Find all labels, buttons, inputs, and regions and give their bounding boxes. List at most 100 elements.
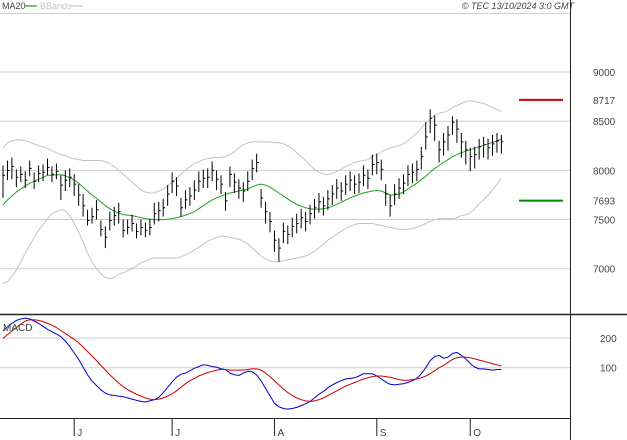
- price-bar: [269, 211, 272, 233]
- price-bar: [202, 169, 206, 189]
- price-bar: [29, 160, 32, 177]
- price-bar: [394, 184, 397, 205]
- price-bar: [78, 184, 81, 206]
- price-bar: [291, 217, 295, 238]
- macd-line: [2, 317, 502, 410]
- price-bar: [389, 194, 393, 217]
- price-tick-label: 8500: [593, 117, 616, 128]
- price-bar: [438, 140, 442, 163]
- price-bar: [225, 192, 228, 211]
- price-bar: [483, 136, 486, 158]
- signal-line: [2, 319, 502, 402]
- ma20-line: [2, 138, 502, 221]
- price-bar: [127, 219, 130, 235]
- price-bar: [358, 173, 361, 193]
- price-bar: [496, 133, 499, 153]
- bbands-label: BBands: [40, 1, 72, 11]
- price-tick-label: 7500: [593, 216, 616, 227]
- price-bar: [198, 171, 201, 193]
- price-bar: [278, 238, 281, 262]
- x-tick-label: A: [277, 428, 284, 439]
- price-bar: [327, 190, 330, 210]
- price-bar: [180, 197, 183, 217]
- price-bar: [354, 175, 357, 194]
- price-bar: [460, 133, 464, 158]
- price-bar: [189, 187, 192, 206]
- price-bar: [345, 175, 348, 195]
- price-bar: [33, 172, 37, 190]
- x-tick-label: S: [380, 428, 387, 439]
- bbands-upper-line: [2, 100, 502, 194]
- price-bar: [362, 165, 366, 187]
- price-bar: [443, 133, 446, 156]
- price-bar: [398, 178, 402, 199]
- price-bar: [256, 153, 259, 173]
- price-bar: [207, 168, 210, 189]
- price-bar: [478, 138, 482, 160]
- price-bar: [100, 220, 103, 237]
- price-bar: [487, 138, 491, 160]
- price-bar: [2, 165, 5, 198]
- price-bar: [11, 157, 14, 180]
- price-bar: [118, 202, 121, 224]
- price-tick-label: 8000: [593, 166, 616, 177]
- price-bar: [322, 196, 326, 216]
- price-bar: [158, 201, 161, 222]
- price-bar: [469, 147, 473, 172]
- top-bar: MA20 BBands © TEC 13/10/2024 3:0 GMT: [2, 1, 575, 11]
- y-axis-ticks: 7000 7500 8000 8500 9000 100 200: [593, 68, 617, 375]
- price-levels: 8717 7693: [519, 96, 616, 208]
- macd-tick-label: 100: [600, 364, 617, 375]
- price-bar: [318, 193, 321, 213]
- price-bar: [24, 171, 28, 189]
- x-tick-label: J: [175, 428, 180, 439]
- price-bar: [153, 202, 157, 225]
- price-bar: [109, 211, 112, 231]
- price-bar: [260, 189, 264, 208]
- price-bar: [60, 175, 63, 200]
- ma20-series: [2, 138, 502, 221]
- price-grid: [0, 71, 570, 270]
- price-bar: [380, 159, 384, 181]
- x-tick-label: J: [77, 428, 82, 439]
- price-bar: [220, 175, 224, 194]
- price-tick-label: 7000: [593, 265, 616, 276]
- bbands-lower-line: [2, 177, 502, 284]
- price-bar: [429, 109, 433, 133]
- price-bar: [211, 161, 215, 182]
- price-bar: [305, 211, 308, 232]
- x-tick-label: O: [473, 428, 481, 439]
- price-bar: [162, 198, 166, 217]
- price-bar: [229, 166, 232, 188]
- level-label: 7693: [593, 197, 616, 208]
- price-bar: [349, 171, 353, 192]
- price-bar: [6, 160, 10, 181]
- price-bar: [176, 177, 179, 196]
- price-bar: [340, 182, 344, 201]
- level-label: 8717: [593, 96, 616, 107]
- price-bar: [420, 146, 424, 170]
- price-bar: [416, 160, 419, 182]
- price-bar: [20, 166, 23, 183]
- price-bar: [149, 218, 152, 236]
- price-bar: [233, 173, 237, 193]
- price-bar: [42, 164, 46, 182]
- price-bar: [47, 158, 50, 176]
- price-bar: [242, 182, 246, 202]
- price-bar: [425, 122, 428, 150]
- price-bar: [87, 209, 90, 226]
- price-bar: [64, 170, 68, 192]
- price-bar: [273, 230, 277, 253]
- price-bar: [238, 179, 241, 199]
- price-bar: [500, 134, 504, 154]
- price-bar: [456, 119, 459, 143]
- price-bar: [314, 198, 317, 219]
- price-bar: [403, 174, 406, 194]
- price-bar: [447, 126, 450, 151]
- price-bar: [122, 219, 126, 238]
- copyright-text: © TEC 13/10/2024 3:0 GMT: [462, 1, 576, 11]
- price-bar: [296, 213, 299, 234]
- price-bar: [411, 163, 415, 184]
